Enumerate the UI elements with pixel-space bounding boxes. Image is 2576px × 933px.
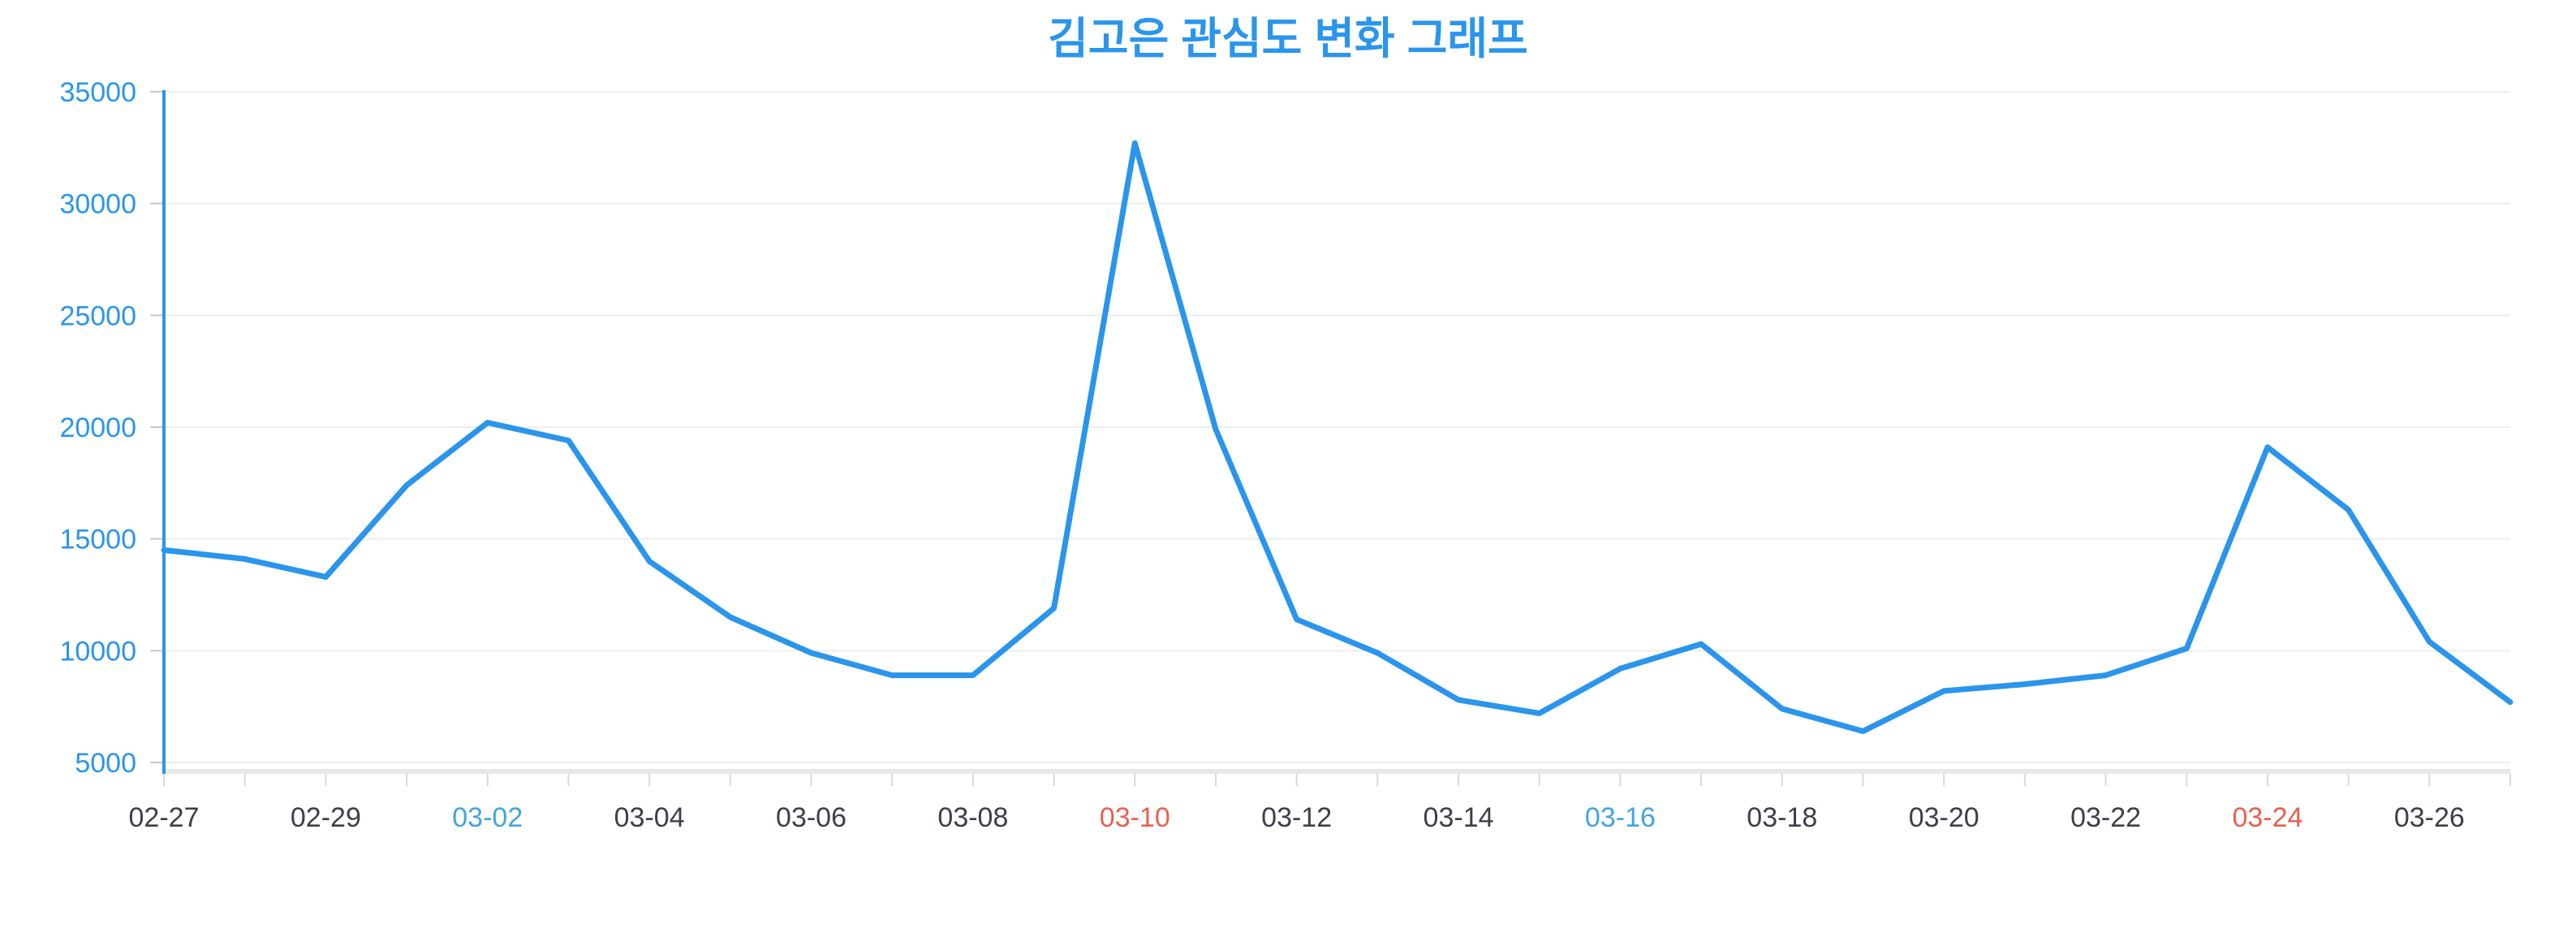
x-axis-label: 03-14 bbox=[1424, 802, 1494, 833]
page-title: 김고은 관심도 변화 그래프 bbox=[1048, 15, 1528, 63]
y-axis-label: 10000 bbox=[59, 636, 136, 667]
y-axis-label: 30000 bbox=[59, 189, 136, 220]
x-axis-line bbox=[162, 769, 2510, 774]
x-axis-label: 03-12 bbox=[1261, 802, 1332, 833]
x-axis-label: 03-06 bbox=[776, 802, 846, 833]
x-axis-label: 03-10 bbox=[1100, 802, 1170, 833]
x-axis-label: 03-24 bbox=[2232, 802, 2302, 833]
x-axis-label: 03-20 bbox=[1909, 802, 1979, 833]
x-axis-label: 03-04 bbox=[614, 802, 685, 833]
y-axis-label: 5000 bbox=[75, 748, 136, 779]
x-axis-label: 03-22 bbox=[2070, 802, 2141, 833]
x-axis-label: 03-26 bbox=[2394, 802, 2465, 833]
x-axis-label: 03-02 bbox=[452, 802, 523, 833]
trend-line bbox=[161, 140, 2514, 734]
y-axis-label: 15000 bbox=[59, 525, 136, 555]
x-axis-label: 02-29 bbox=[291, 802, 361, 833]
x-axis-label: 02-27 bbox=[129, 802, 200, 833]
x-axis-label: 03-16 bbox=[1585, 802, 1656, 833]
y-axis-label: 25000 bbox=[59, 300, 136, 331]
y-axis-label: 35000 bbox=[59, 77, 136, 108]
y-axis-label: 20000 bbox=[59, 413, 136, 443]
x-axis-label: 03-08 bbox=[937, 802, 1008, 833]
x-axis-label: 03-18 bbox=[1747, 802, 1817, 833]
